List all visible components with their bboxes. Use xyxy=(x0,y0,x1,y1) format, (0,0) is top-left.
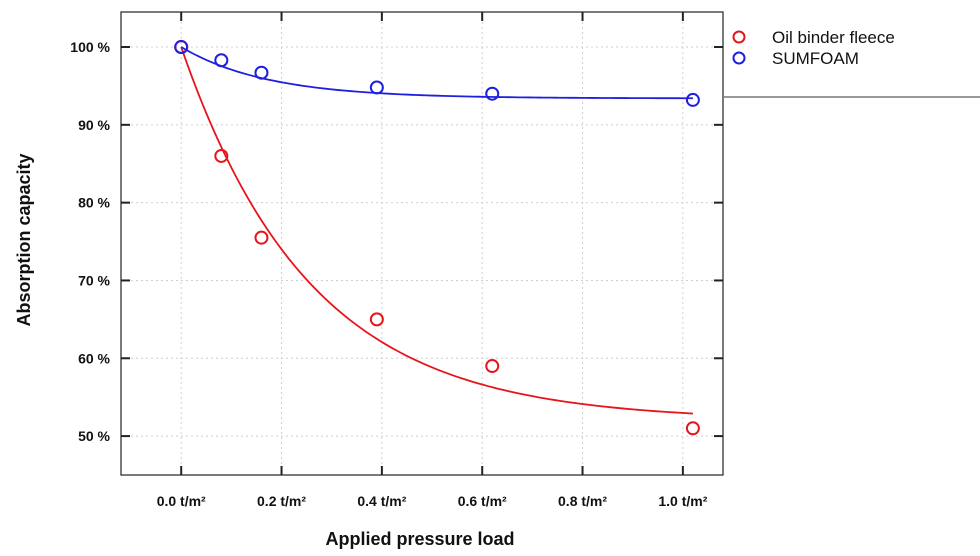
gridlines xyxy=(121,12,723,475)
x-tick-label: 0.8 t/m² xyxy=(558,493,607,509)
data-point-series-2 xyxy=(685,92,700,107)
ticks xyxy=(121,12,723,475)
data-point-series-1 xyxy=(254,230,269,245)
legend-marker xyxy=(732,30,746,44)
x-tick-label: 0.2 t/m² xyxy=(257,493,306,509)
x-axis-title: Applied pressure load xyxy=(325,529,514,549)
data-point-series-1 xyxy=(485,359,500,374)
data-point-series-1 xyxy=(685,421,700,436)
legend: Oil binder fleece SUMFOAM xyxy=(724,28,980,98)
legend-label: SUMFOAM xyxy=(772,49,859,68)
data-point-series-1 xyxy=(214,148,229,163)
fit-line-series-1 xyxy=(180,46,693,415)
x-tick-label: 0.6 t/m² xyxy=(458,493,507,509)
y-axis-title: Absorption capacity xyxy=(14,153,34,326)
y-tick-label: 100 % xyxy=(70,39,110,55)
data-point-series-2 xyxy=(174,40,189,55)
x-tick-label: 1.0 t/m² xyxy=(658,493,707,509)
data-points xyxy=(174,40,700,436)
data-point-series-2 xyxy=(214,53,229,68)
y-tick-label: 80 % xyxy=(78,195,110,211)
data-point-series-2 xyxy=(369,80,384,95)
x-tick-label: 0.0 t/m² xyxy=(157,493,206,509)
x-tick-labels: 0.0 t/m² 0.2 t/m² 0.4 t/m² 0.6 t/m² 0.8 t/m²… xyxy=(157,493,708,509)
legend-marker xyxy=(732,51,746,65)
plot-frame xyxy=(120,11,724,476)
y-tick-label: 70 % xyxy=(78,272,110,288)
y-tick-label: 60 % xyxy=(78,350,110,366)
x-tick-label: 0.4 t/m² xyxy=(357,493,406,509)
y-tick-label: 50 % xyxy=(78,428,110,444)
data-point-series-1 xyxy=(369,312,384,327)
fit-lines xyxy=(180,46,693,415)
legend-label: Oil binder fleece xyxy=(772,28,895,47)
y-tick-label: 90 % xyxy=(78,117,110,133)
y-tick-labels: 50 % 60 % 70 % 80 % 90 % 100 % xyxy=(70,39,110,444)
fit-line-series-2 xyxy=(180,46,693,100)
data-point-series-2 xyxy=(485,86,500,101)
data-point-series-2 xyxy=(254,65,269,80)
